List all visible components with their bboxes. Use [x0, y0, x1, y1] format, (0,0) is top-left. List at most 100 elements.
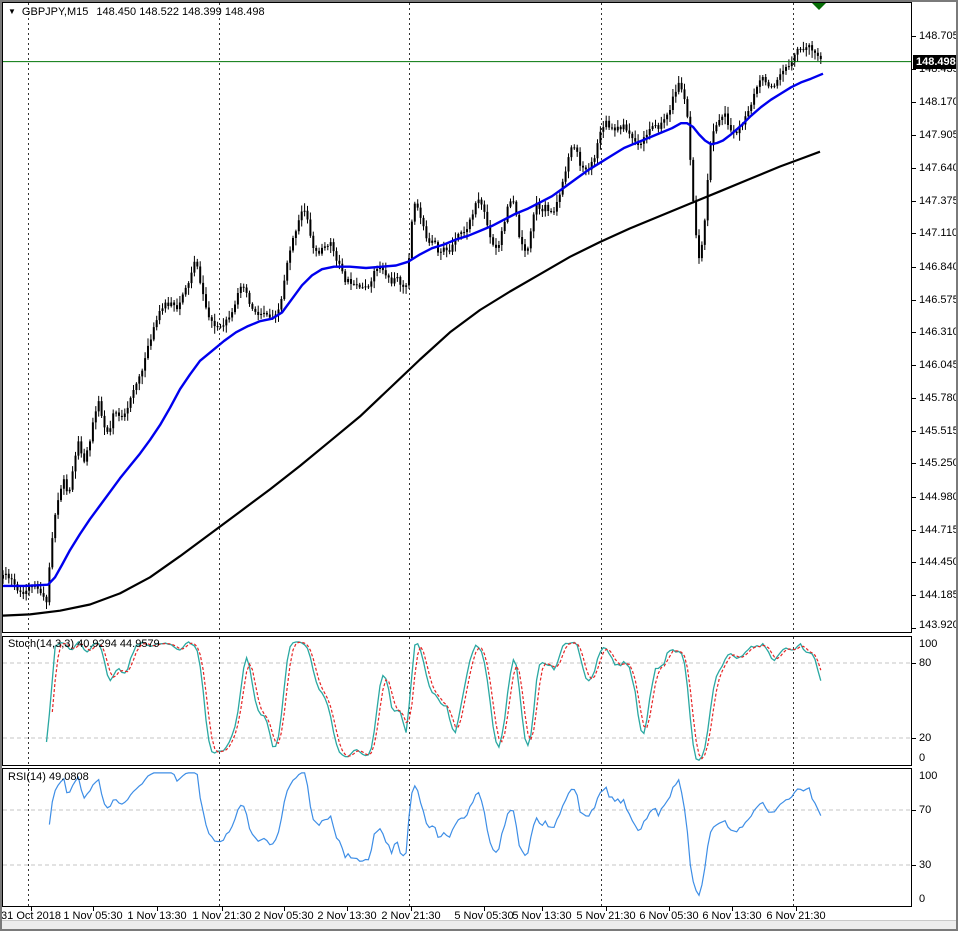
- time-tick-mark: [93, 907, 94, 911]
- stoch-frame: [2, 636, 912, 766]
- time-label: 1 Nov 13:30: [127, 910, 187, 922]
- axis-tick-mark: [911, 865, 916, 867]
- rsi-panel[interactable]: [2, 768, 912, 907]
- panel-divider[interactable]: [2, 765, 912, 768]
- axis-tick-mark: [911, 562, 916, 564]
- main-chart[interactable]: [2, 2, 912, 633]
- axis-tick-mark: [911, 167, 916, 169]
- stoch-tick-label: 20: [919, 732, 932, 744]
- time-label: 31 Oct 2018: [1, 910, 61, 922]
- axis-tick-mark: [911, 628, 916, 629]
- time-tick-mark: [411, 907, 412, 911]
- time-tick-mark: [484, 907, 485, 911]
- time-label: 1 Nov 05:30: [63, 910, 123, 922]
- time-tick-mark: [796, 907, 797, 911]
- time-label: 5 Nov 05:30: [454, 910, 514, 922]
- price-tick-label: 144.450: [919, 556, 958, 569]
- price-tick-label: 146.045: [919, 359, 958, 372]
- rsi-tick-label: 100: [919, 770, 938, 782]
- time-tick-mark: [732, 907, 733, 911]
- panel-divider[interactable]: [2, 633, 912, 636]
- price-tick-label: 146.840: [919, 260, 958, 273]
- symbol-period-label: GBPJPY,M15: [21, 6, 89, 18]
- axis-tick-mark: [911, 36, 916, 37]
- time-tick-mark: [347, 907, 348, 911]
- stoch-d-line: [51, 641, 822, 760]
- price-tick-label: 145.780: [919, 391, 958, 404]
- price-bars-bodies: [2, 45, 822, 603]
- axis-tick-mark: [911, 529, 916, 531]
- price-tick-label: 147.905: [919, 128, 958, 141]
- axis-tick-mark: [911, 299, 916, 301]
- price-axis[interactable]: 148.498 148.705 148.435 148.170 147.905 147.…: [911, 2, 958, 921]
- time-tick-mark: [606, 907, 607, 911]
- time-label: 1 Nov 21:30: [192, 910, 252, 922]
- axis-tick-mark: [911, 397, 916, 399]
- axis-tick-mark: [911, 496, 916, 498]
- time-tick-mark: [31, 907, 32, 911]
- axis-tick-mark: [911, 200, 916, 202]
- stochastic-panel[interactable]: [2, 636, 912, 766]
- time-axis[interactable]: 31 Oct 2018 1 Nov 05:30 1 Nov 13:30 1 Nov 2…: [2, 907, 912, 922]
- rsi-line: [48, 772, 822, 897]
- alert-triangle-icon: [812, 3, 826, 10]
- price-tick-label: 144.715: [919, 523, 958, 536]
- time-tick-mark: [222, 907, 223, 911]
- current-price-badge: 148.498: [913, 55, 956, 69]
- price-tick-label: 143.920: [919, 619, 958, 631]
- axis-tick-mark: [911, 134, 916, 136]
- rsi-indicator-label: RSI(14) 49.0808: [8, 771, 89, 783]
- time-tick-mark: [284, 907, 285, 911]
- status-bar: [2, 920, 956, 929]
- ohlc-values-label: 148.450 148.522 148.399 148.498: [96, 6, 265, 18]
- chart-menu-arrow-icon[interactable]: ▼: [8, 7, 16, 16]
- time-label: 6 Nov 21:30: [766, 910, 826, 922]
- time-label: 6 Nov 05:30: [639, 910, 699, 922]
- time-tick-mark: [669, 907, 670, 911]
- slow-ma-line: [2, 150, 821, 617]
- axis-tick-mark: [911, 663, 916, 664]
- rsi-frame: [2, 768, 912, 907]
- chart-title: ▼ GBPJPY,M15 148.450 148.522 148.399 148…: [8, 5, 265, 19]
- axis-tick-mark: [911, 332, 916, 334]
- main-frame: [2, 2, 912, 633]
- axis-tick-mark: [911, 365, 916, 367]
- time-label: 2 Nov 13:30: [317, 910, 377, 922]
- time-label: 2 Nov 05:30: [254, 910, 314, 922]
- axis-tick-mark: [911, 738, 916, 739]
- fast-ma-line: [3, 72, 824, 588]
- axis-tick-mark: [911, 430, 916, 432]
- time-label: 5 Nov 13:30: [512, 910, 572, 922]
- price-tick-label: 147.375: [919, 194, 958, 207]
- time-label: 2 Nov 21:30: [381, 910, 441, 922]
- stoch-tick-label: 100: [919, 638, 938, 650]
- axis-tick-mark: [911, 69, 916, 71]
- price-tick-label: 148.705: [919, 30, 958, 42]
- axis-tick-mark: [911, 266, 916, 268]
- stoch-k-line: [45, 640, 822, 761]
- price-tick-label: 147.640: [919, 161, 958, 174]
- stoch-tick-label: 80: [919, 657, 932, 669]
- stoch-tick-label: 0: [919, 752, 926, 764]
- axis-tick-mark: [911, 810, 916, 812]
- price-tick-label: 148.170: [919, 96, 958, 109]
- price-tick-label: 146.310: [919, 326, 958, 339]
- axis-tick-mark: [911, 233, 916, 235]
- time-label: 5 Nov 21:30: [576, 910, 636, 922]
- price-tick-label: 144.185: [919, 589, 958, 602]
- price-tick-label: 147.110: [919, 227, 958, 240]
- price-bars-wicks: [2, 41, 822, 609]
- rsi-tick-label: 70: [919, 804, 932, 817]
- stochastic-indicator-label: Stoch(14,3,3) 40.9294 44.9579: [8, 638, 160, 650]
- price-tick-label: 146.575: [919, 293, 958, 306]
- time-label: 6 Nov 13:30: [702, 910, 762, 922]
- price-tick-label: 145.515: [919, 424, 958, 437]
- time-tick-mark: [542, 907, 543, 911]
- axis-tick-mark: [911, 102, 916, 104]
- axis-tick-mark: [911, 463, 916, 465]
- rsi-tick-label: 30: [919, 859, 932, 872]
- price-tick-label: 145.250: [919, 457, 958, 470]
- time-tick-mark: [157, 907, 158, 911]
- price-tick-label: 144.980: [919, 490, 958, 503]
